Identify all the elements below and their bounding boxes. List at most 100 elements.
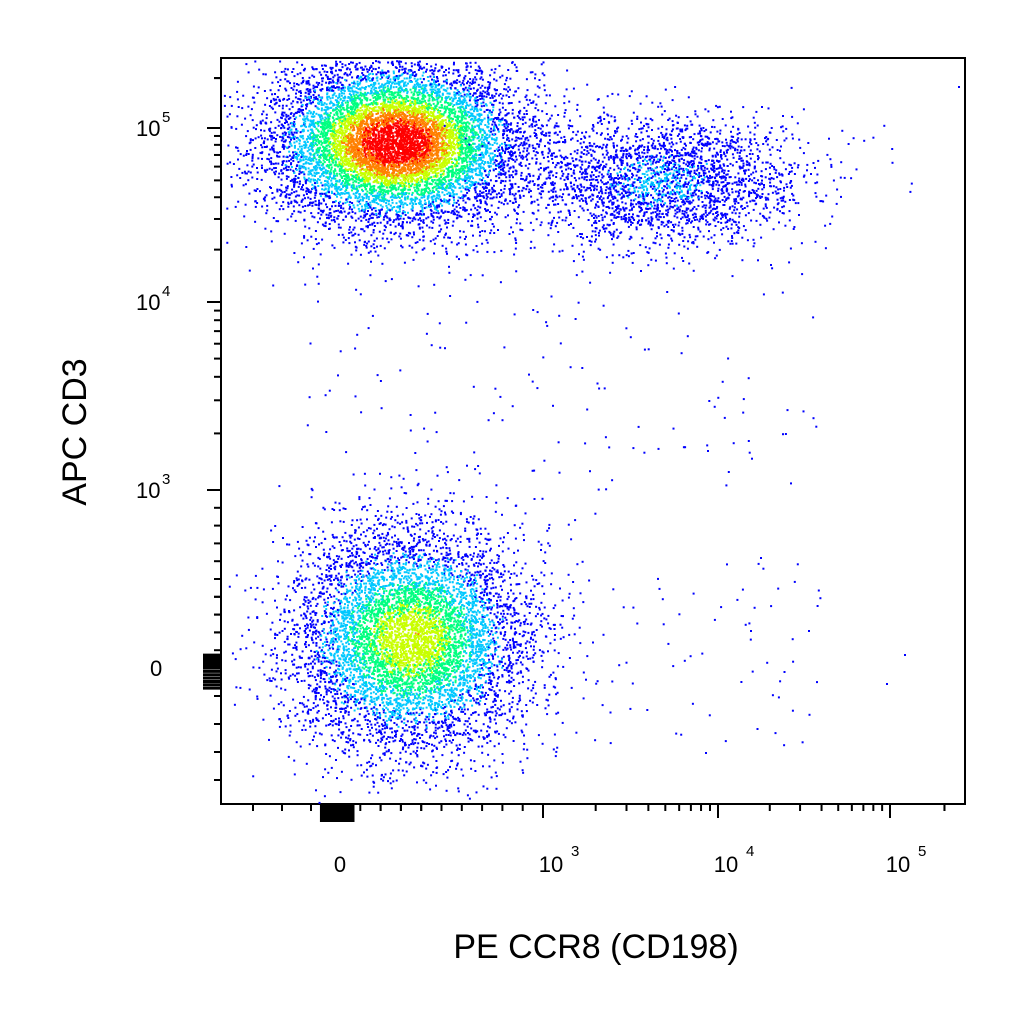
data-point — [324, 195, 327, 198]
data-point — [354, 196, 357, 199]
data-point — [372, 130, 375, 133]
data-point — [286, 168, 289, 171]
data-point — [482, 191, 485, 194]
data-point — [298, 108, 301, 110]
data-point — [317, 124, 320, 127]
data-point — [440, 165, 443, 168]
data-point — [393, 177, 396, 180]
data-point — [345, 184, 348, 187]
data-point — [480, 174, 483, 177]
data-point — [371, 94, 374, 97]
data-point — [495, 99, 497, 102]
data-point — [383, 150, 386, 153]
data-point — [435, 172, 438, 175]
data-point — [393, 111, 396, 114]
data-point — [401, 182, 404, 185]
data-point — [454, 137, 457, 140]
data-point — [309, 191, 312, 194]
data-point — [251, 157, 254, 160]
data-point — [485, 197, 488, 200]
data-point — [432, 216, 435, 219]
data-point — [301, 111, 304, 114]
data-point — [399, 154, 402, 157]
data-point — [468, 154, 471, 156]
data-point — [389, 105, 392, 108]
data-point — [328, 102, 331, 105]
data-point — [253, 189, 256, 192]
data-point — [292, 180, 295, 183]
data-point — [504, 145, 507, 148]
data-point — [462, 167, 465, 170]
data-point — [293, 85, 296, 88]
data-point — [300, 148, 303, 150]
data-point — [472, 249, 475, 252]
data-point — [271, 197, 274, 200]
data-point — [493, 71, 496, 74]
data-point — [469, 92, 472, 95]
data-point — [314, 105, 317, 108]
data-point — [493, 127, 495, 130]
data-point — [422, 239, 425, 242]
data-point — [404, 170, 407, 173]
data-point — [385, 122, 388, 125]
data-point — [343, 97, 346, 99]
data-point — [351, 216, 354, 219]
data-point — [434, 89, 437, 92]
data-point — [342, 86, 345, 89]
data-point — [519, 228, 522, 231]
data-point — [538, 86, 541, 89]
data-point — [292, 169, 295, 172]
data-point — [391, 161, 394, 164]
data-point — [355, 136, 358, 139]
data-point — [519, 118, 522, 121]
data-point — [393, 105, 396, 108]
data-point — [306, 239, 309, 242]
data-point — [456, 140, 459, 143]
data-point — [547, 119, 550, 122]
data-point — [295, 168, 298, 171]
data-point — [449, 98, 451, 101]
data-point — [341, 149, 344, 152]
data-point — [425, 224, 428, 227]
data-point — [511, 154, 514, 157]
data-point — [467, 175, 470, 178]
data-point — [524, 96, 527, 99]
data-point — [500, 179, 503, 182]
data-point — [245, 63, 248, 66]
data-point — [303, 235, 306, 238]
data-point — [424, 99, 427, 102]
data-point — [512, 130, 515, 133]
data-point — [432, 122, 435, 124]
data-point — [334, 87, 337, 89]
data-point — [344, 64, 347, 67]
data-point — [517, 87, 520, 90]
data-point — [340, 147, 343, 150]
data-point — [526, 147, 529, 150]
data-point — [401, 188, 404, 191]
data-point — [400, 115, 403, 118]
data-point — [236, 80, 239, 83]
data-point — [291, 212, 294, 215]
data-point — [325, 120, 328, 123]
data-point — [392, 137, 395, 140]
data-point — [266, 157, 269, 160]
data-point — [549, 227, 552, 230]
data-point — [450, 130, 453, 133]
data-point — [365, 225, 368, 228]
data-point — [442, 123, 445, 126]
data-point — [293, 252, 296, 254]
data-point — [346, 183, 349, 186]
data-point — [489, 165, 492, 168]
data-point — [285, 165, 288, 168]
data-point — [414, 125, 417, 128]
data-point — [307, 191, 310, 193]
data-point — [398, 74, 401, 77]
data-point — [323, 64, 326, 67]
data-point — [350, 119, 353, 122]
data-point — [377, 169, 380, 172]
data-point — [383, 83, 386, 86]
data-point — [444, 107, 447, 110]
data-point — [488, 129, 491, 132]
data-point — [448, 133, 451, 136]
data-point — [292, 159, 295, 162]
